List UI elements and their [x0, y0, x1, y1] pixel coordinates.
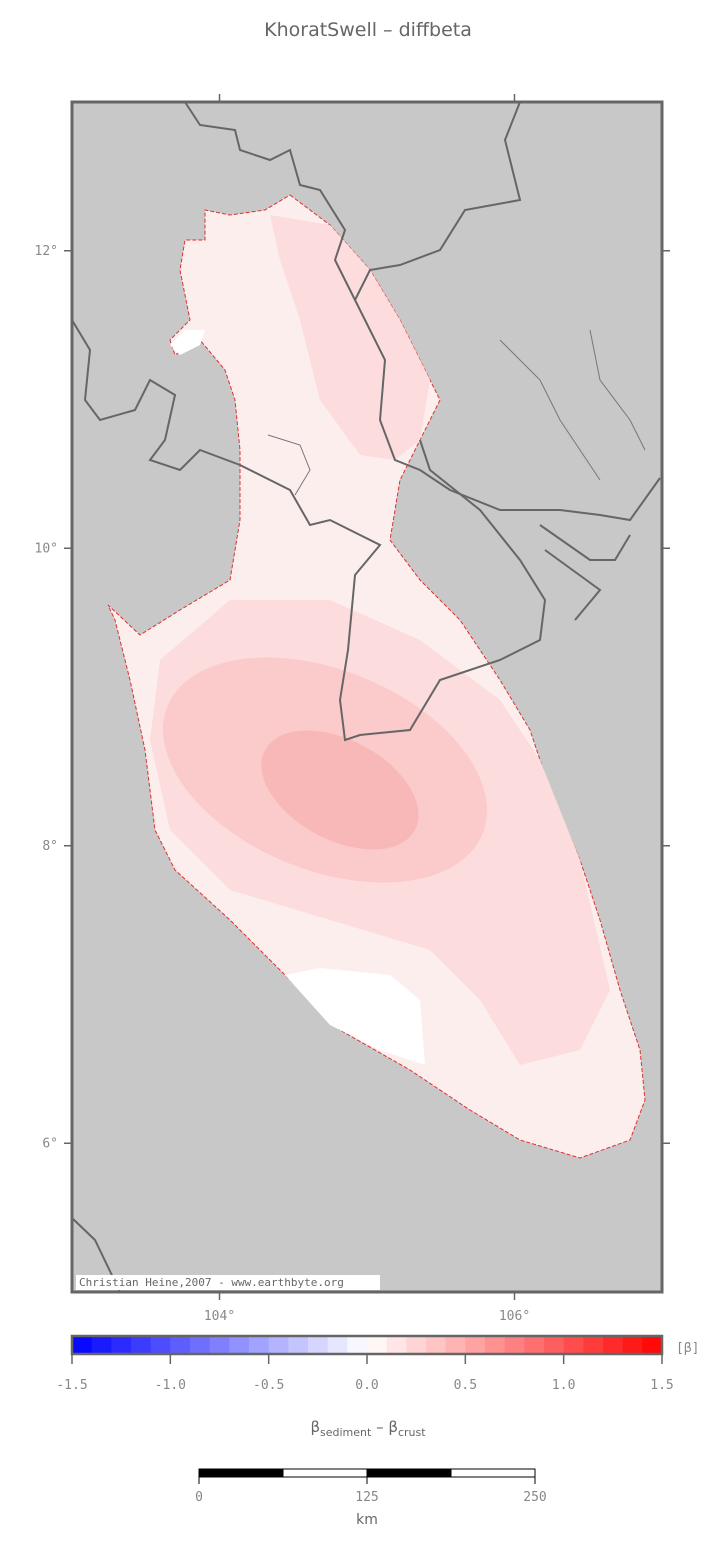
colorbar-swatch: [190, 1336, 211, 1354]
colorbar-tick-label: 1.0: [552, 1378, 575, 1393]
colorbar-tick-label: 0.0: [355, 1378, 378, 1393]
colorbar-swatch: [544, 1336, 565, 1354]
colorbar-swatch: [622, 1336, 643, 1354]
colorbar-swatch: [504, 1336, 525, 1354]
colorbar-swatch: [327, 1336, 348, 1354]
map-frame: [70, 100, 664, 1294]
colorbar-swatch: [386, 1336, 407, 1354]
colorbar-swatch: [426, 1336, 447, 1354]
credit: Christian Heine,2007 - www.earthbyte.org: [79, 1276, 344, 1289]
coastline: [184, 101, 661, 522]
colorbar: [72, 1336, 663, 1354]
colorbar-swatch: [268, 1336, 289, 1354]
x-tick-label: 106°: [499, 1309, 530, 1324]
scalebar-tick-label: 0: [195, 1490, 203, 1505]
colorbar-swatch: [465, 1336, 486, 1354]
colorbar-swatch: [642, 1336, 663, 1354]
colorbar-swatch: [249, 1336, 270, 1354]
colorbar-tick-label: -1.0: [155, 1378, 186, 1393]
title: KhoratSwell – diffbeta: [264, 19, 472, 41]
colorbar-swatch: [603, 1336, 624, 1354]
colorbar-swatch: [367, 1336, 388, 1354]
colorbar-swatch: [406, 1336, 427, 1354]
colorbar-unit: [β]: [676, 1341, 699, 1356]
scalebar-segment: [450, 1468, 536, 1478]
scalebar-tick-label: 250: [523, 1490, 546, 1505]
y-tick-label: 12°: [35, 244, 58, 259]
colorbar-swatch: [347, 1336, 368, 1354]
coastline: [71, 319, 547, 742]
colorbar-swatch: [445, 1336, 466, 1354]
colorbar-tick-label: -0.5: [253, 1378, 284, 1393]
colorbar-swatch: [111, 1336, 132, 1354]
scalebar-tick-label: 125: [355, 1490, 378, 1505]
colorbar-swatch: [72, 1336, 93, 1354]
colorbar-swatch: [229, 1336, 250, 1354]
colorbar-tick-label: -1.5: [56, 1378, 87, 1393]
colorbar-swatch: [288, 1336, 309, 1354]
y-tick-label: 8°: [42, 839, 58, 854]
colorbar-label: βsediment – βcrust: [310, 1418, 426, 1439]
colorbar-swatch: [583, 1336, 604, 1354]
colorbar-swatch: [131, 1336, 152, 1354]
river: [267, 329, 646, 496]
colorbar-swatch: [524, 1336, 545, 1354]
zone-core: [261, 730, 419, 850]
colorbar-swatch: [485, 1336, 506, 1354]
scalebar-unit: km: [356, 1512, 378, 1528]
y-tick-label: 6°: [42, 1136, 58, 1151]
y-tick-label: 10°: [35, 541, 58, 556]
zone-white: [285, 968, 425, 1065]
credit-box: [76, 1275, 380, 1290]
colorbar-swatch: [91, 1336, 112, 1354]
x-tick-label: 104°: [204, 1309, 235, 1324]
colorbar-swatch: [150, 1336, 171, 1354]
coastline: [354, 101, 522, 301]
colorbar-swatch: [170, 1336, 191, 1354]
scalebar-segment: [282, 1468, 368, 1478]
beta-field: [107, 194, 646, 1159]
coastline: [539, 524, 631, 621]
coastlines: [71, 101, 661, 1293]
zone-upper: [270, 215, 430, 460]
colorbar-tick-label: 0.5: [454, 1378, 477, 1393]
colorbar-swatch: [563, 1336, 584, 1354]
colorbar-swatch: [209, 1336, 230, 1354]
scalebar-segment: [198, 1468, 284, 1478]
zone-white-top: [170, 330, 205, 355]
coastline: [71, 1217, 121, 1293]
colorbar-swatch: [308, 1336, 329, 1354]
scalebar-segment: [366, 1468, 452, 1478]
colorbar-tick-label: 1.5: [650, 1378, 673, 1393]
